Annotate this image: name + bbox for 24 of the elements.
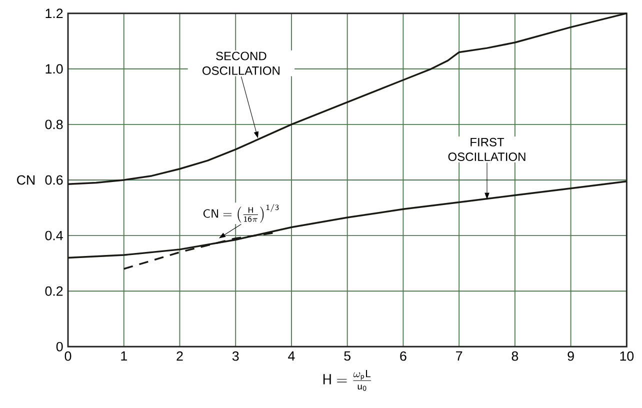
annotation: SECOND OSCILLATION [202, 52, 280, 75]
x-tick-label: 6 [400, 351, 406, 361]
x-tick-label: 8 [512, 351, 518, 361]
y-tick-label: 0.8 [45, 120, 63, 130]
x-tick-label: 10 [620, 351, 634, 361]
x-axis-title: $\mathsf{H}=\frac{\omega_{\mathsf{p}}\mathsf{L}}{\mathsf{u_{0}}}$ [323, 370, 371, 391]
y-axis-title: CN [17, 175, 35, 185]
y-tick-label: 1.0 [46, 64, 63, 74]
x-tick-label: 1 [121, 351, 127, 361]
x-tick-label: 5 [344, 351, 350, 361]
x-tick-label: 3 [232, 351, 239, 361]
y-tick-label: 1.2 [46, 8, 63, 18]
y-tick-label: 0.6 [45, 175, 63, 185]
y-tick-label: 0 [56, 342, 63, 352]
x-tick-label: 2 [176, 351, 183, 361]
x-tick-label: 9 [568, 351, 574, 361]
x-tick-label: 0 [64, 351, 72, 361]
x-tick-label: 7 [456, 351, 462, 361]
y-tick-label: 0.4 [45, 230, 63, 240]
line-series [67, 12, 628, 186]
annotation: $\mathsf{CN}=\left(\frac{\mathsf{H}}{\mathsf{16}\pi}\right)^{\mathsf{1/3}}$ [203, 204, 279, 223]
x-tick-label: 4 [288, 351, 295, 361]
annotation: FIRST OSCILLATION [448, 138, 526, 162]
y-tick-label: 0.2 [45, 286, 63, 296]
